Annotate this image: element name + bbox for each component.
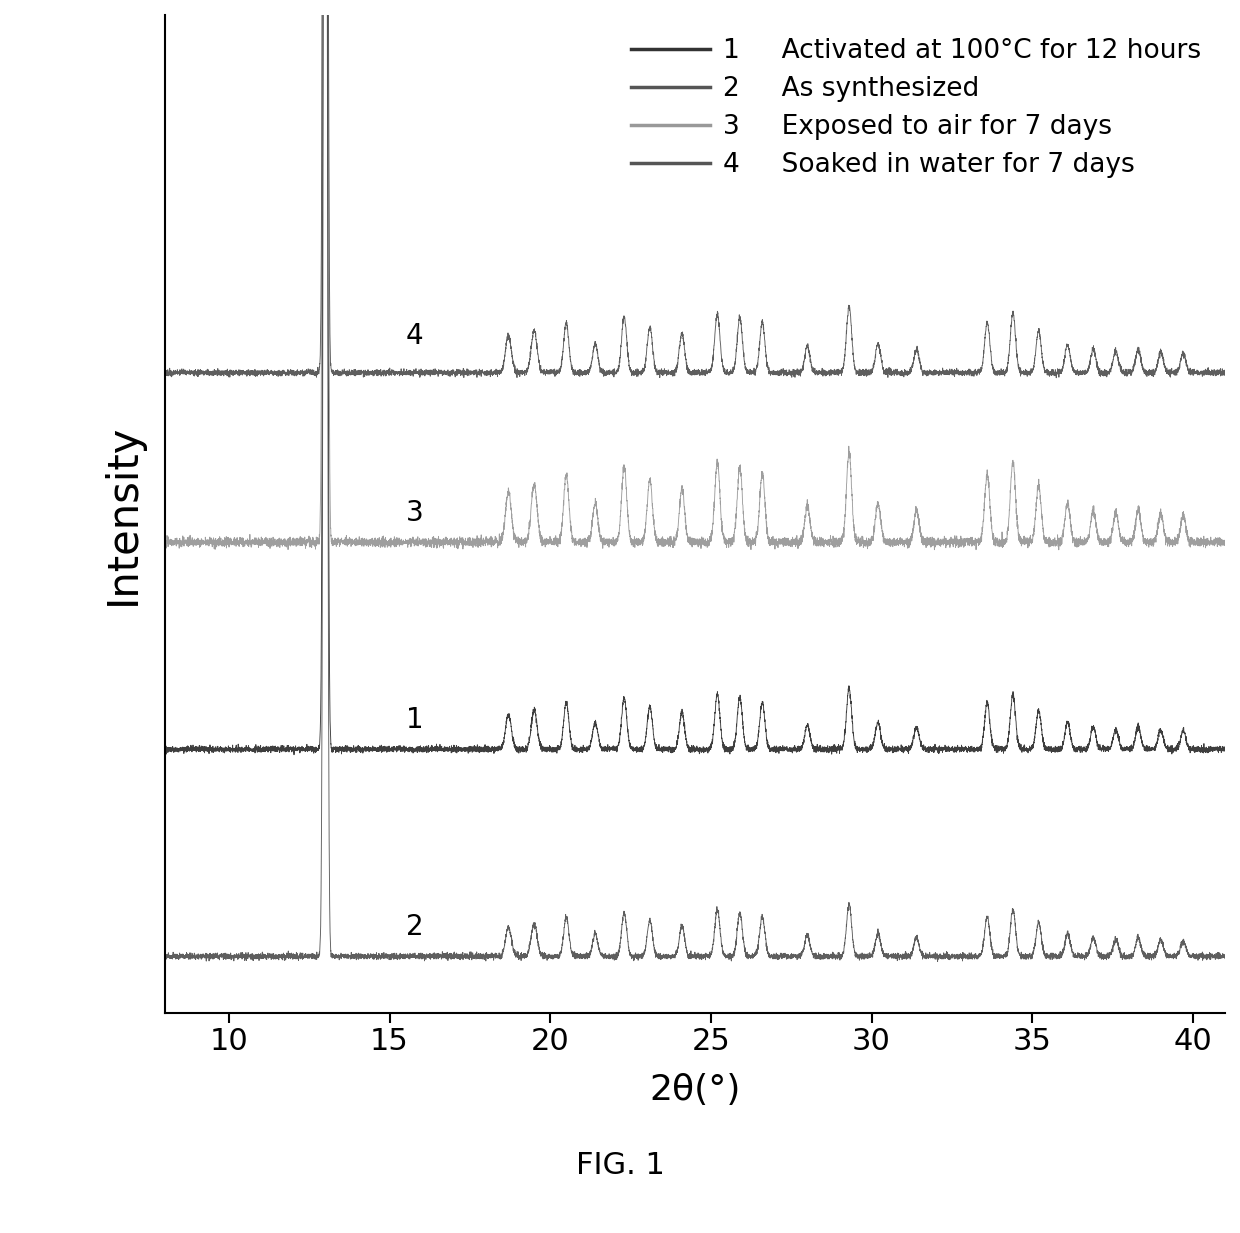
Text: 1: 1: [405, 707, 423, 734]
Text: 4: 4: [405, 322, 423, 350]
Text: 2: 2: [405, 914, 423, 941]
Legend: 1     Activated at 100°C for 12 hours, 2     As synthesized, 3     Exposed to ai: 1 Activated at 100°C for 12 hours, 2 As …: [631, 38, 1202, 178]
Y-axis label: Intensity: Intensity: [102, 423, 144, 604]
Text: FIG. 1: FIG. 1: [575, 1150, 665, 1180]
Text: 3: 3: [405, 499, 423, 526]
X-axis label: 2θ(°): 2θ(°): [649, 1073, 740, 1107]
